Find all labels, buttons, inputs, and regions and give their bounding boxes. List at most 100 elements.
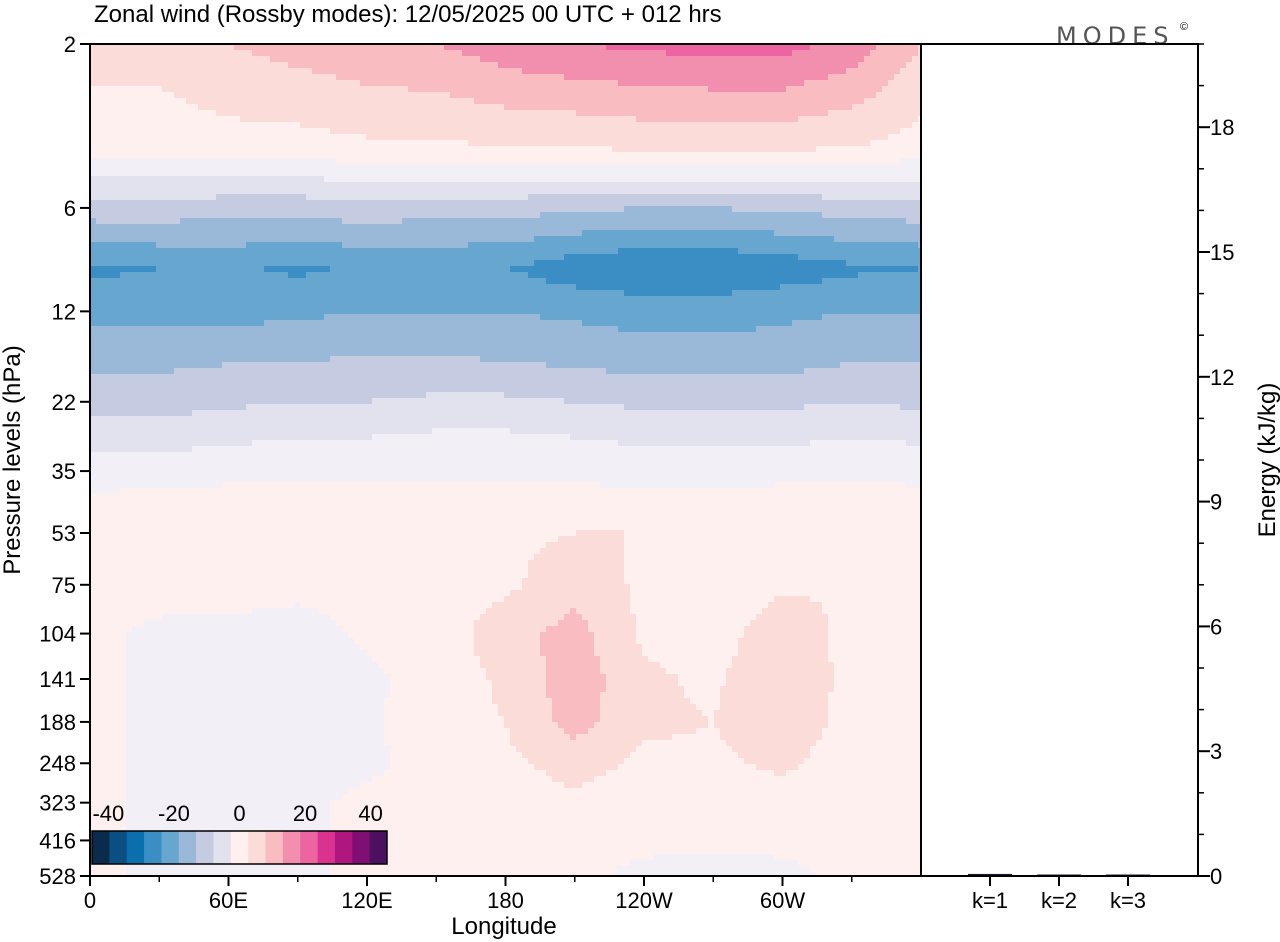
heatmap-cell bbox=[654, 98, 661, 105]
heatmap-cell bbox=[252, 128, 259, 135]
heatmap-cell bbox=[444, 206, 451, 213]
heatmap-cell bbox=[342, 218, 349, 225]
heatmap-cell bbox=[378, 86, 385, 93]
heatmap-cell bbox=[444, 50, 451, 57]
heatmap-cell bbox=[756, 230, 763, 237]
heatmap-cell bbox=[204, 206, 211, 213]
heatmap-cell bbox=[870, 74, 877, 81]
heatmap-cell bbox=[528, 62, 535, 69]
heatmap-cell bbox=[408, 140, 415, 147]
heatmap-cell bbox=[498, 176, 505, 183]
heatmap-cell bbox=[474, 212, 481, 219]
heatmap-cell bbox=[678, 86, 685, 93]
heatmap-cell bbox=[588, 254, 595, 261]
heatmap-cell bbox=[876, 50, 883, 57]
heatmap-cell bbox=[300, 116, 307, 123]
heatmap-cell bbox=[750, 152, 757, 159]
heatmap-cell bbox=[252, 110, 259, 117]
heatmap-cell bbox=[528, 134, 535, 141]
heatmap-cell bbox=[858, 206, 865, 213]
heatmap-cell bbox=[270, 146, 277, 153]
heatmap-cell bbox=[378, 80, 385, 87]
heatmap-cell bbox=[210, 230, 217, 237]
heatmap-cell bbox=[96, 80, 103, 87]
heatmap-cell bbox=[582, 164, 589, 171]
heatmap-cell bbox=[534, 92, 541, 99]
heatmap-cell bbox=[348, 50, 355, 57]
heatmap-cell bbox=[540, 128, 547, 135]
heatmap-cell bbox=[348, 254, 355, 261]
heatmap-cell bbox=[378, 176, 385, 183]
heatmap-cell bbox=[816, 80, 823, 87]
heatmap-cell bbox=[840, 74, 847, 81]
heatmap-cell bbox=[906, 146, 913, 153]
heatmap-cell bbox=[270, 248, 277, 255]
heatmap-cell bbox=[750, 134, 757, 141]
heatmap-cell bbox=[702, 200, 709, 207]
heatmap-cell bbox=[870, 116, 877, 123]
heatmap-cell bbox=[132, 140, 139, 147]
heatmap-cell bbox=[720, 50, 727, 57]
heatmap-cell bbox=[558, 182, 565, 189]
heatmap-cell bbox=[342, 242, 349, 249]
heatmap-cell bbox=[720, 104, 727, 111]
heatmap-cell bbox=[300, 56, 307, 63]
heatmap-cell bbox=[606, 218, 613, 225]
heatmap-cell bbox=[798, 248, 805, 255]
heatmap-cell bbox=[150, 200, 157, 207]
heatmap-cell bbox=[450, 212, 457, 219]
heatmap-cell bbox=[222, 68, 229, 75]
heatmap-cell bbox=[402, 50, 409, 57]
heatmap-cell bbox=[258, 104, 265, 111]
heatmap-cell bbox=[738, 146, 745, 153]
heatmap-cell bbox=[822, 98, 829, 105]
heatmap-cell bbox=[588, 230, 595, 237]
heatmap-cell bbox=[528, 116, 535, 123]
heatmap-cell bbox=[846, 92, 853, 99]
heatmap-cell bbox=[816, 122, 823, 129]
heatmap-cell bbox=[498, 134, 505, 141]
heatmap-cell bbox=[492, 158, 499, 165]
heatmap-cell bbox=[402, 152, 409, 159]
heatmap-cell bbox=[768, 212, 775, 219]
heatmap-cell bbox=[456, 122, 463, 129]
heatmap-cell bbox=[618, 74, 625, 81]
heatmap-cell bbox=[186, 170, 193, 177]
heatmap-cell bbox=[456, 128, 463, 135]
heatmap-cell bbox=[336, 158, 343, 165]
heatmap-cell bbox=[816, 116, 823, 123]
heatmap-cell bbox=[588, 218, 595, 225]
heatmap-cell bbox=[696, 128, 703, 135]
heatmap-cell bbox=[468, 176, 475, 183]
heatmap-cell bbox=[312, 74, 319, 81]
heatmap-cell bbox=[210, 56, 217, 63]
heatmap-cell bbox=[348, 182, 355, 189]
heatmap-cell bbox=[870, 128, 877, 135]
heatmap-cell bbox=[420, 152, 427, 159]
heatmap-cell bbox=[402, 224, 409, 231]
heatmap-cell bbox=[120, 56, 127, 63]
heatmap-cell bbox=[750, 140, 757, 147]
heatmap-cell bbox=[480, 164, 487, 171]
heatmap-cell bbox=[138, 206, 145, 213]
heatmap-cell bbox=[372, 140, 379, 147]
heatmap-cell bbox=[570, 194, 577, 201]
heatmap-cell bbox=[816, 104, 823, 111]
heatmap-cell bbox=[102, 164, 109, 171]
heatmap-cell bbox=[534, 224, 541, 231]
heatmap-cell bbox=[804, 128, 811, 135]
heatmap-cell bbox=[606, 128, 613, 135]
heatmap-cell bbox=[450, 68, 457, 75]
heatmap-cell bbox=[816, 158, 823, 165]
heatmap-cell bbox=[738, 248, 745, 255]
heatmap-cell bbox=[906, 200, 913, 207]
heatmap-cell bbox=[312, 170, 319, 177]
heatmap-cell bbox=[828, 128, 835, 135]
heatmap-cell bbox=[234, 62, 241, 69]
heatmap-cell bbox=[618, 200, 625, 207]
heatmap-cell bbox=[726, 212, 733, 219]
heatmap-cell bbox=[252, 56, 259, 63]
heatmap-cell bbox=[468, 158, 475, 165]
heatmap-cell bbox=[492, 74, 499, 81]
heatmap-cell bbox=[444, 74, 451, 81]
